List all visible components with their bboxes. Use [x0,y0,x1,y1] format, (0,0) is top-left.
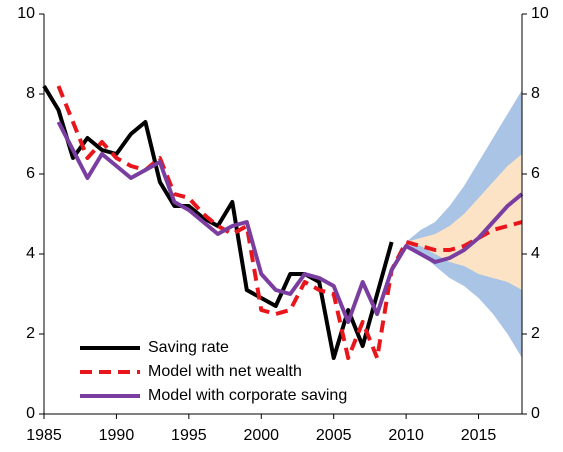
x-tick-label: 1990 [99,427,135,444]
x-tick-label: 2010 [388,427,424,444]
x-tick-label: 2005 [316,427,352,444]
y-tick-label: 10 [17,5,35,22]
y2-tick-label: 10 [531,5,549,22]
legend-label: Model with net wealth [148,363,302,380]
y-tick-label: 4 [26,245,35,262]
legend-label: Model with corporate saving [148,387,347,404]
series-line [42,84,394,360]
y-tick-label: 0 [26,405,35,422]
series-line [56,121,524,324]
y2-tick-label: 2 [531,325,540,342]
y2-tick-label: 8 [531,85,540,102]
x-tick-label: 1985 [26,427,62,444]
band [406,154,522,290]
y2-tick-label: 0 [531,405,540,422]
y2-tick-label: 6 [531,165,540,182]
y-tick-label: 8 [26,85,35,102]
y-tick-label: 2 [26,325,35,342]
y2-tick-label: 4 [531,245,540,262]
y-tick-label: 6 [26,165,35,182]
x-tick-label: 1995 [171,427,207,444]
x-tick-label: 2015 [461,427,497,444]
series-line [56,85,523,360]
legend-label: Saving rate [148,339,229,356]
x-tick-label: 2000 [243,427,279,444]
